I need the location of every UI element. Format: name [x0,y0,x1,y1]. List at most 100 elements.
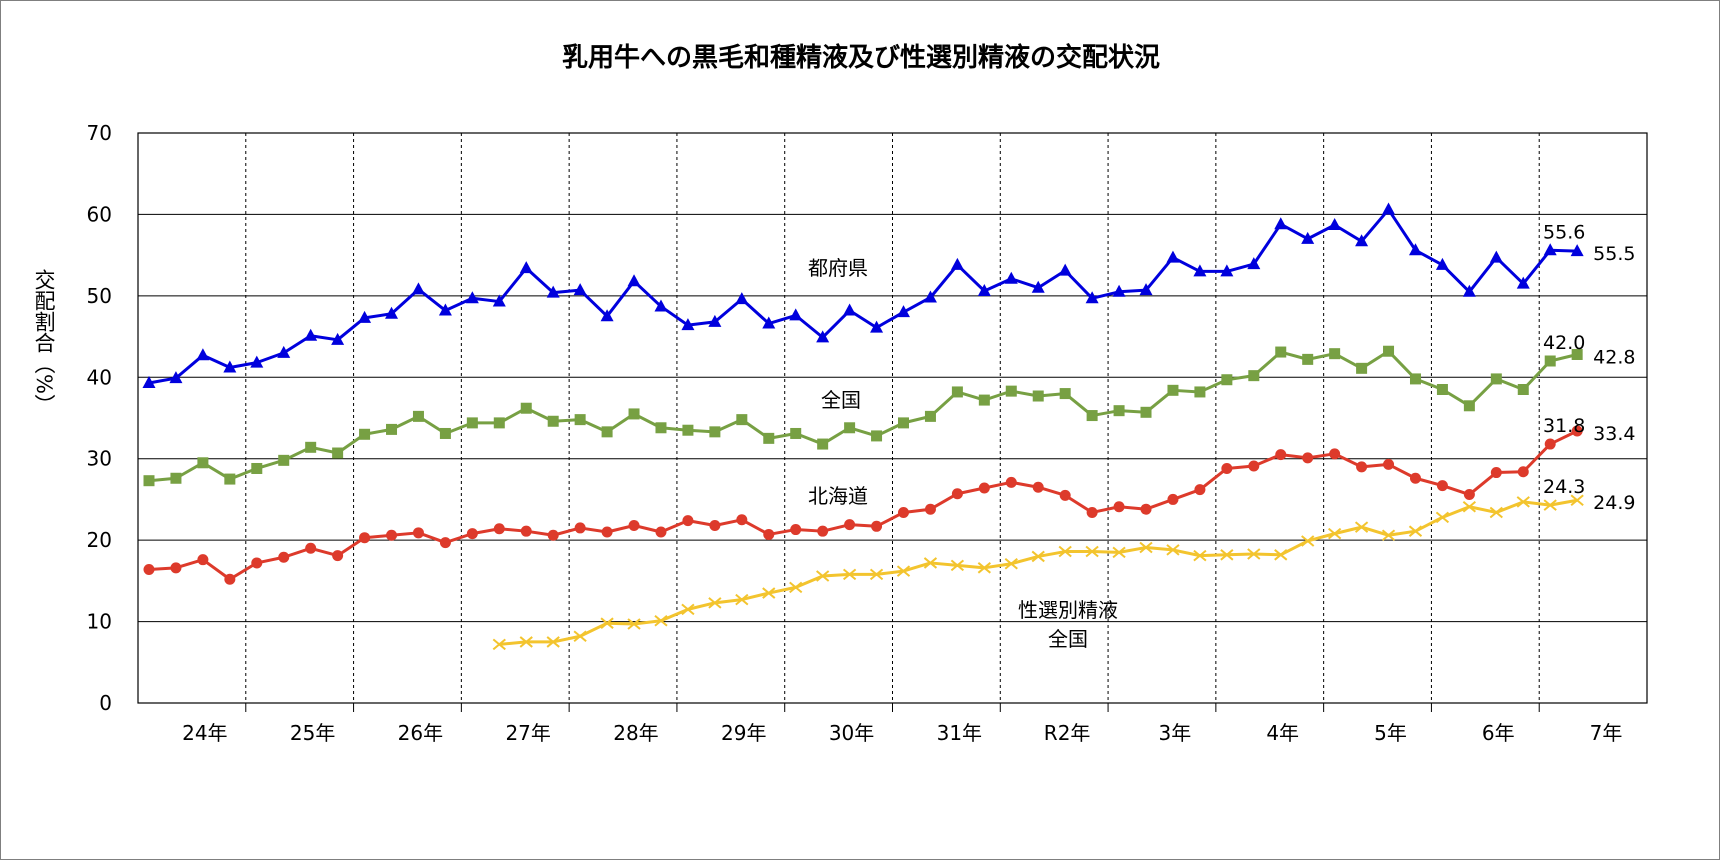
square-marker [1140,406,1152,418]
circle-marker [601,526,613,538]
series-label: 全国 [1048,627,1088,651]
square-marker [412,410,424,422]
circle-marker [1436,480,1448,492]
square-marker [386,423,398,435]
triangle-marker [1166,250,1180,263]
circle-marker [1113,501,1125,513]
x-marker [1058,545,1072,558]
square-marker [547,415,559,427]
square-marker [844,422,856,434]
data-label: 24.9 [1593,492,1635,514]
square-marker [601,426,613,438]
square-marker [520,402,532,414]
x-marker [735,593,749,606]
square-marker [1167,384,1179,396]
x-marker [869,568,884,581]
triangle-marker [1085,291,1099,304]
square-marker [1059,388,1071,400]
triangle-marker [411,282,425,295]
x-marker [546,636,560,648]
x-marker [654,614,668,627]
circle-marker [1409,472,1421,484]
triangle-marker [1301,231,1315,244]
square-marker [871,430,883,442]
circle-marker [951,488,963,500]
triangle-marker [1139,283,1153,296]
circle-marker [386,529,398,541]
triangle-marker [492,294,506,307]
circle-marker [844,519,856,531]
triangle-marker [546,285,560,298]
x-marker [1031,550,1045,563]
triangle-marker [708,314,722,327]
circle-marker [655,526,667,538]
square-marker [1490,373,1502,385]
x-marker [1247,548,1261,560]
x-marker [1381,529,1396,542]
x-tick-label: 3年 [1159,721,1192,745]
triangle-marker [1004,271,1018,284]
circle-marker [224,573,236,585]
circle-marker [1517,466,1529,478]
circle-marker [1248,460,1260,472]
square-marker [1409,373,1421,385]
square-marker [1086,410,1098,422]
circle-marker [1544,438,1556,450]
circle-marker [251,557,263,569]
y-tick-label: 40 [87,365,112,389]
circle-marker [412,527,424,539]
circle-marker [170,562,182,574]
triangle-marker [196,348,210,361]
x-marker [1193,549,1207,562]
square-marker [655,422,667,434]
square-marker [1356,362,1368,374]
x-marker [492,638,506,651]
circle-marker [924,503,936,515]
x-marker [1354,521,1369,533]
triangle-marker [1058,263,1072,276]
data-label: 42.0 [1543,332,1585,354]
data-label: 42.8 [1593,346,1635,368]
triangle-marker [385,306,399,319]
square-marker [1302,353,1314,365]
triangle-marker [1193,264,1207,277]
square-marker [170,472,182,484]
square-marker [924,410,936,422]
data-label: 31.8 [1543,415,1585,437]
x-marker [1139,541,1153,554]
triangle-marker [1031,280,1045,293]
x-marker [573,630,587,642]
x-marker [600,617,614,629]
square-marker [332,447,344,459]
triangle-marker [519,261,533,274]
triangle-marker [897,305,910,318]
square-marker [978,394,990,406]
series-label: 性選別精液 [1018,598,1118,622]
square-marker [1544,355,1556,367]
square-marker [1517,384,1529,395]
series-label: 全国 [821,388,861,412]
circle-marker [1275,449,1287,461]
circle-marker [1383,458,1395,470]
circle-marker [1194,484,1206,496]
x-marker [950,559,965,572]
circle-marker [1032,481,1044,493]
triangle-marker [277,345,291,358]
x-marker [1166,544,1180,556]
x-marker [1408,525,1423,537]
triangle-marker [1274,217,1288,230]
square-marker [898,417,909,429]
circle-marker [197,554,209,566]
circle-marker [1140,503,1152,515]
circle-marker [978,482,990,494]
circle-marker [1302,452,1314,464]
x-marker [1301,535,1315,547]
x-marker [789,581,803,594]
x-tick-label: 30年 [829,721,874,745]
square-marker [251,462,263,474]
triangle-marker [681,318,695,331]
x-tick-label: 6年 [1482,721,1515,745]
square-marker [359,428,371,440]
x-tick-label: 25年 [290,721,335,745]
